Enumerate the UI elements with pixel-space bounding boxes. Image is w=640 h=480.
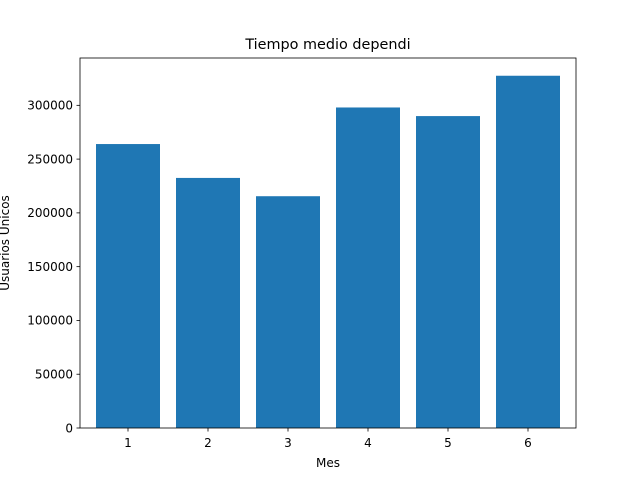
y-axis-ticks: 0 50000 100000 150000 200000 250000 300000 [27,99,80,435]
plot-frame [79,57,577,429]
y-tick-label: 150000 [27,260,73,274]
x-tick-label: 6 [524,436,532,450]
x-tick-label: 4 [364,436,372,450]
y-tick-label: 250000 [27,152,73,166]
bar-3 [256,196,320,428]
bar-2 [176,177,240,428]
x-tick-label: 1 [124,436,132,450]
bar-4 [336,107,400,428]
bar-6 [496,75,560,428]
y-tick-label: 0 [65,421,73,435]
x-tick-label: 2 [204,436,212,450]
chart-title: Tiempo medio dependi [244,37,410,53]
x-tick-label: 5 [444,436,452,450]
bar-1 [96,144,160,428]
bars-group [96,75,560,429]
y-tick-label: 50000 [35,368,73,382]
y-tick-label: 300000 [27,99,73,113]
x-tick-label: 3 [284,436,292,450]
x-axis-title: Mes [316,456,340,470]
x-axis-ticks: 1 2 3 4 5 6 [124,428,532,450]
y-tick-label: 100000 [27,314,73,328]
y-axis-title: Usuarios Únicos [0,195,12,291]
y-tick-label: 200000 [27,206,73,220]
bar-5 [416,116,480,429]
